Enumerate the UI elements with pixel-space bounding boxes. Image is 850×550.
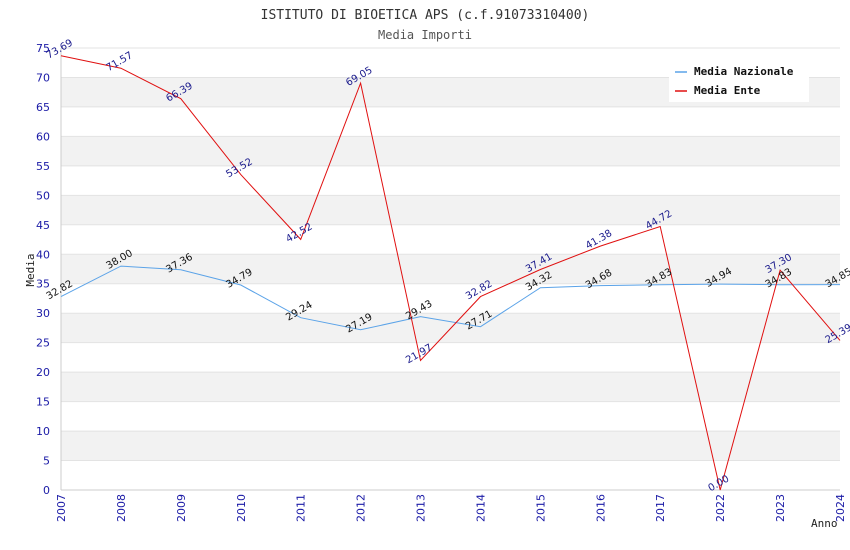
x-axis-label: Anno bbox=[811, 517, 838, 530]
x-tick-label: 2017 bbox=[654, 494, 667, 522]
y-tick-label: 30 bbox=[36, 307, 50, 320]
y-tick-label: 20 bbox=[36, 366, 50, 379]
y-tick-label: 45 bbox=[36, 219, 50, 232]
grid-band bbox=[61, 431, 840, 461]
y-tick-label: 65 bbox=[36, 101, 50, 114]
x-tick-label: 2014 bbox=[474, 494, 487, 522]
grid-band bbox=[61, 224, 840, 255]
legend-label-media-ente: Media Ente bbox=[694, 84, 761, 97]
y-tick-label: 70 bbox=[36, 71, 50, 84]
y-tick-label: 60 bbox=[36, 130, 50, 143]
grid-band bbox=[61, 342, 840, 373]
x-tick-label: 2022 bbox=[714, 494, 727, 522]
grid-band bbox=[61, 165, 840, 196]
y-tick-label: 55 bbox=[36, 160, 50, 173]
y-tick-label: 40 bbox=[36, 248, 50, 261]
y-tick-label: 35 bbox=[36, 278, 50, 291]
grid-band bbox=[61, 401, 840, 432]
x-tick-label: 2009 bbox=[175, 494, 188, 522]
x-tick-label: 2012 bbox=[355, 494, 368, 522]
y-tick-label: 15 bbox=[36, 396, 50, 409]
y-tick-label: 25 bbox=[36, 337, 50, 350]
y-axis-label: Media bbox=[24, 253, 37, 286]
grid-band bbox=[61, 195, 840, 225]
grid-band bbox=[61, 106, 840, 137]
legend-box bbox=[669, 60, 809, 102]
x-tick-label: 2023 bbox=[774, 494, 787, 522]
grid-band bbox=[61, 254, 840, 284]
x-tick-label: 2016 bbox=[594, 494, 607, 522]
grid-band bbox=[61, 460, 840, 490]
x-tick-label: 2008 bbox=[115, 494, 128, 522]
y-tick-label: 0 bbox=[43, 484, 50, 497]
legend-label-media-nazionale: Media Nazionale bbox=[694, 65, 794, 78]
grid-band bbox=[61, 283, 840, 314]
y-tick-label: 75 bbox=[36, 42, 50, 55]
chart-title: ISTITUTO DI BIOETICA APS (c.f.9107331040… bbox=[261, 8, 590, 23]
x-tick-label: 2010 bbox=[235, 494, 248, 522]
x-tick-label: 2024 bbox=[834, 494, 847, 522]
y-tick-label: 10 bbox=[36, 425, 50, 438]
x-tick-label: 2007 bbox=[55, 494, 68, 522]
series-lines bbox=[60, 55, 841, 491]
x-tick-label: 2011 bbox=[295, 494, 308, 522]
x-tick-labels: 2007 2008 2009 2010 2011 2012 2013 2014 2015 2016… bbox=[55, 494, 847, 522]
grid-band bbox=[61, 136, 840, 166]
y-tick-label: 50 bbox=[36, 189, 50, 202]
series-line-media-nazionale bbox=[60, 265, 841, 331]
grid-bands bbox=[61, 48, 840, 490]
y-tick-label: 5 bbox=[43, 455, 50, 468]
grid-band bbox=[61, 372, 840, 402]
x-tick-label: 2015 bbox=[534, 494, 547, 522]
y-tick-labels: 0 5 10 15 20 25 30 35 40 45 50 55 60 65 70 75 bbox=[36, 42, 50, 497]
series-line-media-ente bbox=[60, 55, 841, 491]
legend: Media Nazionale Media Ente bbox=[669, 60, 809, 102]
chart-subtitle: Media Importi bbox=[378, 28, 472, 42]
x-tick-label: 2013 bbox=[415, 494, 428, 522]
